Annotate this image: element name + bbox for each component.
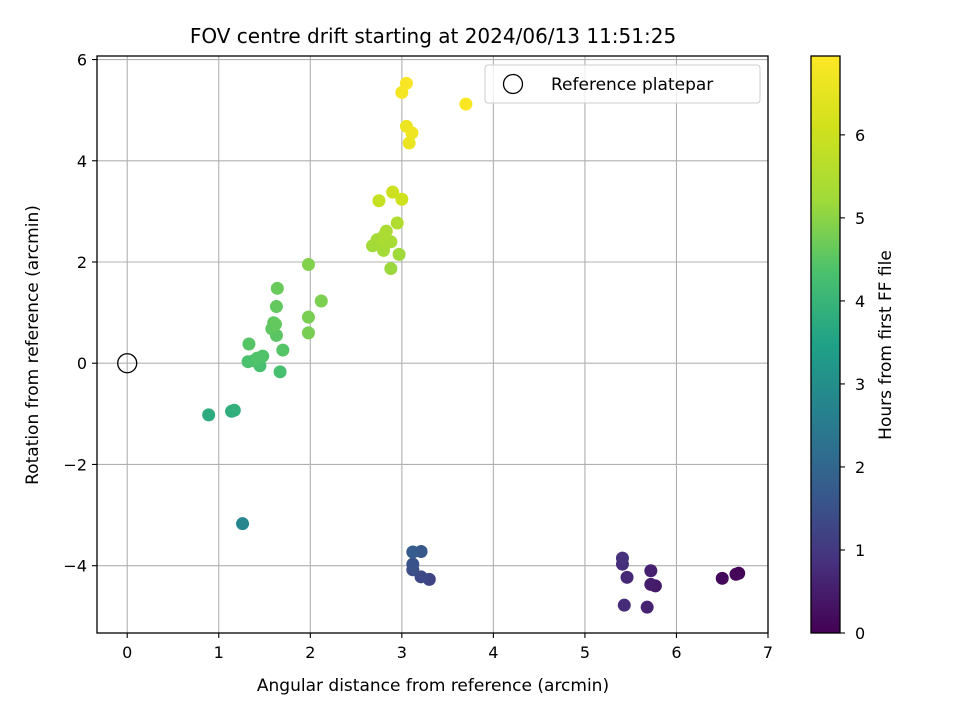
y-tick-label: −2 — [63, 455, 87, 474]
colorbar-gradient — [810, 55, 841, 634]
x-tick-label: 4 — [488, 643, 498, 662]
scatter-point — [644, 577, 658, 591]
scatter-point — [395, 192, 409, 206]
scatter-point — [620, 570, 634, 584]
legend: Reference platepar — [484, 64, 761, 104]
x-tick-label: 3 — [397, 643, 407, 662]
scatter-point — [372, 194, 386, 208]
scatter-point — [399, 76, 413, 90]
y-axis-ticks: −4 −2 0 2 4 6 — [63, 51, 97, 576]
y-tick-label: 4 — [77, 152, 87, 171]
scatter-point — [227, 403, 241, 417]
colorbar-ticks: 0 1 2 3 4 5 6 — [840, 126, 865, 643]
x-axis-ticks: 0 1 2 3 4 5 6 7 — [122, 633, 773, 662]
scatter-point — [640, 600, 654, 614]
scatter-point — [386, 185, 400, 199]
scatter-point — [270, 281, 284, 295]
scatter-point — [273, 365, 287, 379]
colorbar-tick-label: 4 — [855, 292, 865, 311]
scatter-point — [406, 545, 420, 559]
legend-marker-icon — [502, 73, 524, 95]
scatter-point — [242, 337, 256, 351]
scatter-point — [379, 224, 393, 238]
scatter-point — [617, 598, 631, 612]
colorbar-label: Hours from first FF file — [876, 250, 896, 440]
legend-box — [484, 64, 761, 104]
x-tick-label: 7 — [763, 643, 773, 662]
colorbar-tick-label: 2 — [855, 458, 865, 477]
scatter-point — [256, 349, 270, 363]
colorbar-tick-label: 5 — [855, 209, 865, 228]
scatter-point — [202, 408, 216, 422]
scatter-point — [276, 343, 290, 357]
x-tick-label: 0 — [122, 643, 132, 662]
scatter-point — [729, 567, 743, 581]
colorbar-tick-label: 1 — [855, 541, 865, 560]
scatter-point — [459, 97, 473, 111]
scatter-point — [406, 557, 420, 571]
scatter-point — [384, 262, 398, 276]
scatter-point — [392, 247, 406, 261]
y-tick-label: 6 — [77, 51, 87, 70]
scatter-point — [269, 317, 283, 331]
scatter-point — [301, 326, 315, 340]
data-points — [202, 76, 746, 614]
y-axis-label: Rotation from reference (arcmin) — [23, 205, 43, 485]
x-tick-label: 6 — [671, 643, 681, 662]
scatter-point — [615, 551, 629, 565]
colorbar-tick-label: 0 — [855, 624, 865, 643]
y-tick-label: −4 — [63, 557, 87, 576]
x-tick-label: 2 — [305, 643, 315, 662]
x-tick-label: 5 — [580, 643, 590, 662]
scatter-point — [715, 571, 729, 585]
scatter-point — [269, 300, 283, 314]
reference-marker-layer — [117, 353, 138, 374]
scatter-point — [402, 136, 416, 150]
reference-platepar-marker — [117, 353, 138, 374]
scatter-point — [390, 216, 404, 230]
x-tick-label: 1 — [214, 643, 224, 662]
scatter-point — [314, 294, 328, 308]
colorbar: 0 1 2 3 4 5 6 Hours from first FF file — [810, 55, 896, 643]
chart-title: FOV centre drift starting at 2024/06/13 … — [190, 24, 676, 48]
y-tick-label: 0 — [77, 354, 87, 373]
scatter-point — [644, 564, 658, 578]
plot-frame — [96, 55, 769, 634]
colorbar-tick-label: 3 — [855, 375, 865, 394]
scatter-point — [301, 258, 315, 272]
scatter-point — [301, 310, 315, 324]
scatter-point — [405, 126, 419, 140]
y-tick-label: 2 — [77, 253, 87, 272]
scatter-point — [236, 517, 250, 531]
x-axis-label: Angular distance from reference (arcmin) — [257, 676, 609, 696]
grid-lines — [97, 56, 769, 633]
legend-entry-reference: Reference platepar — [551, 75, 713, 95]
colorbar-tick-label: 6 — [855, 126, 865, 145]
